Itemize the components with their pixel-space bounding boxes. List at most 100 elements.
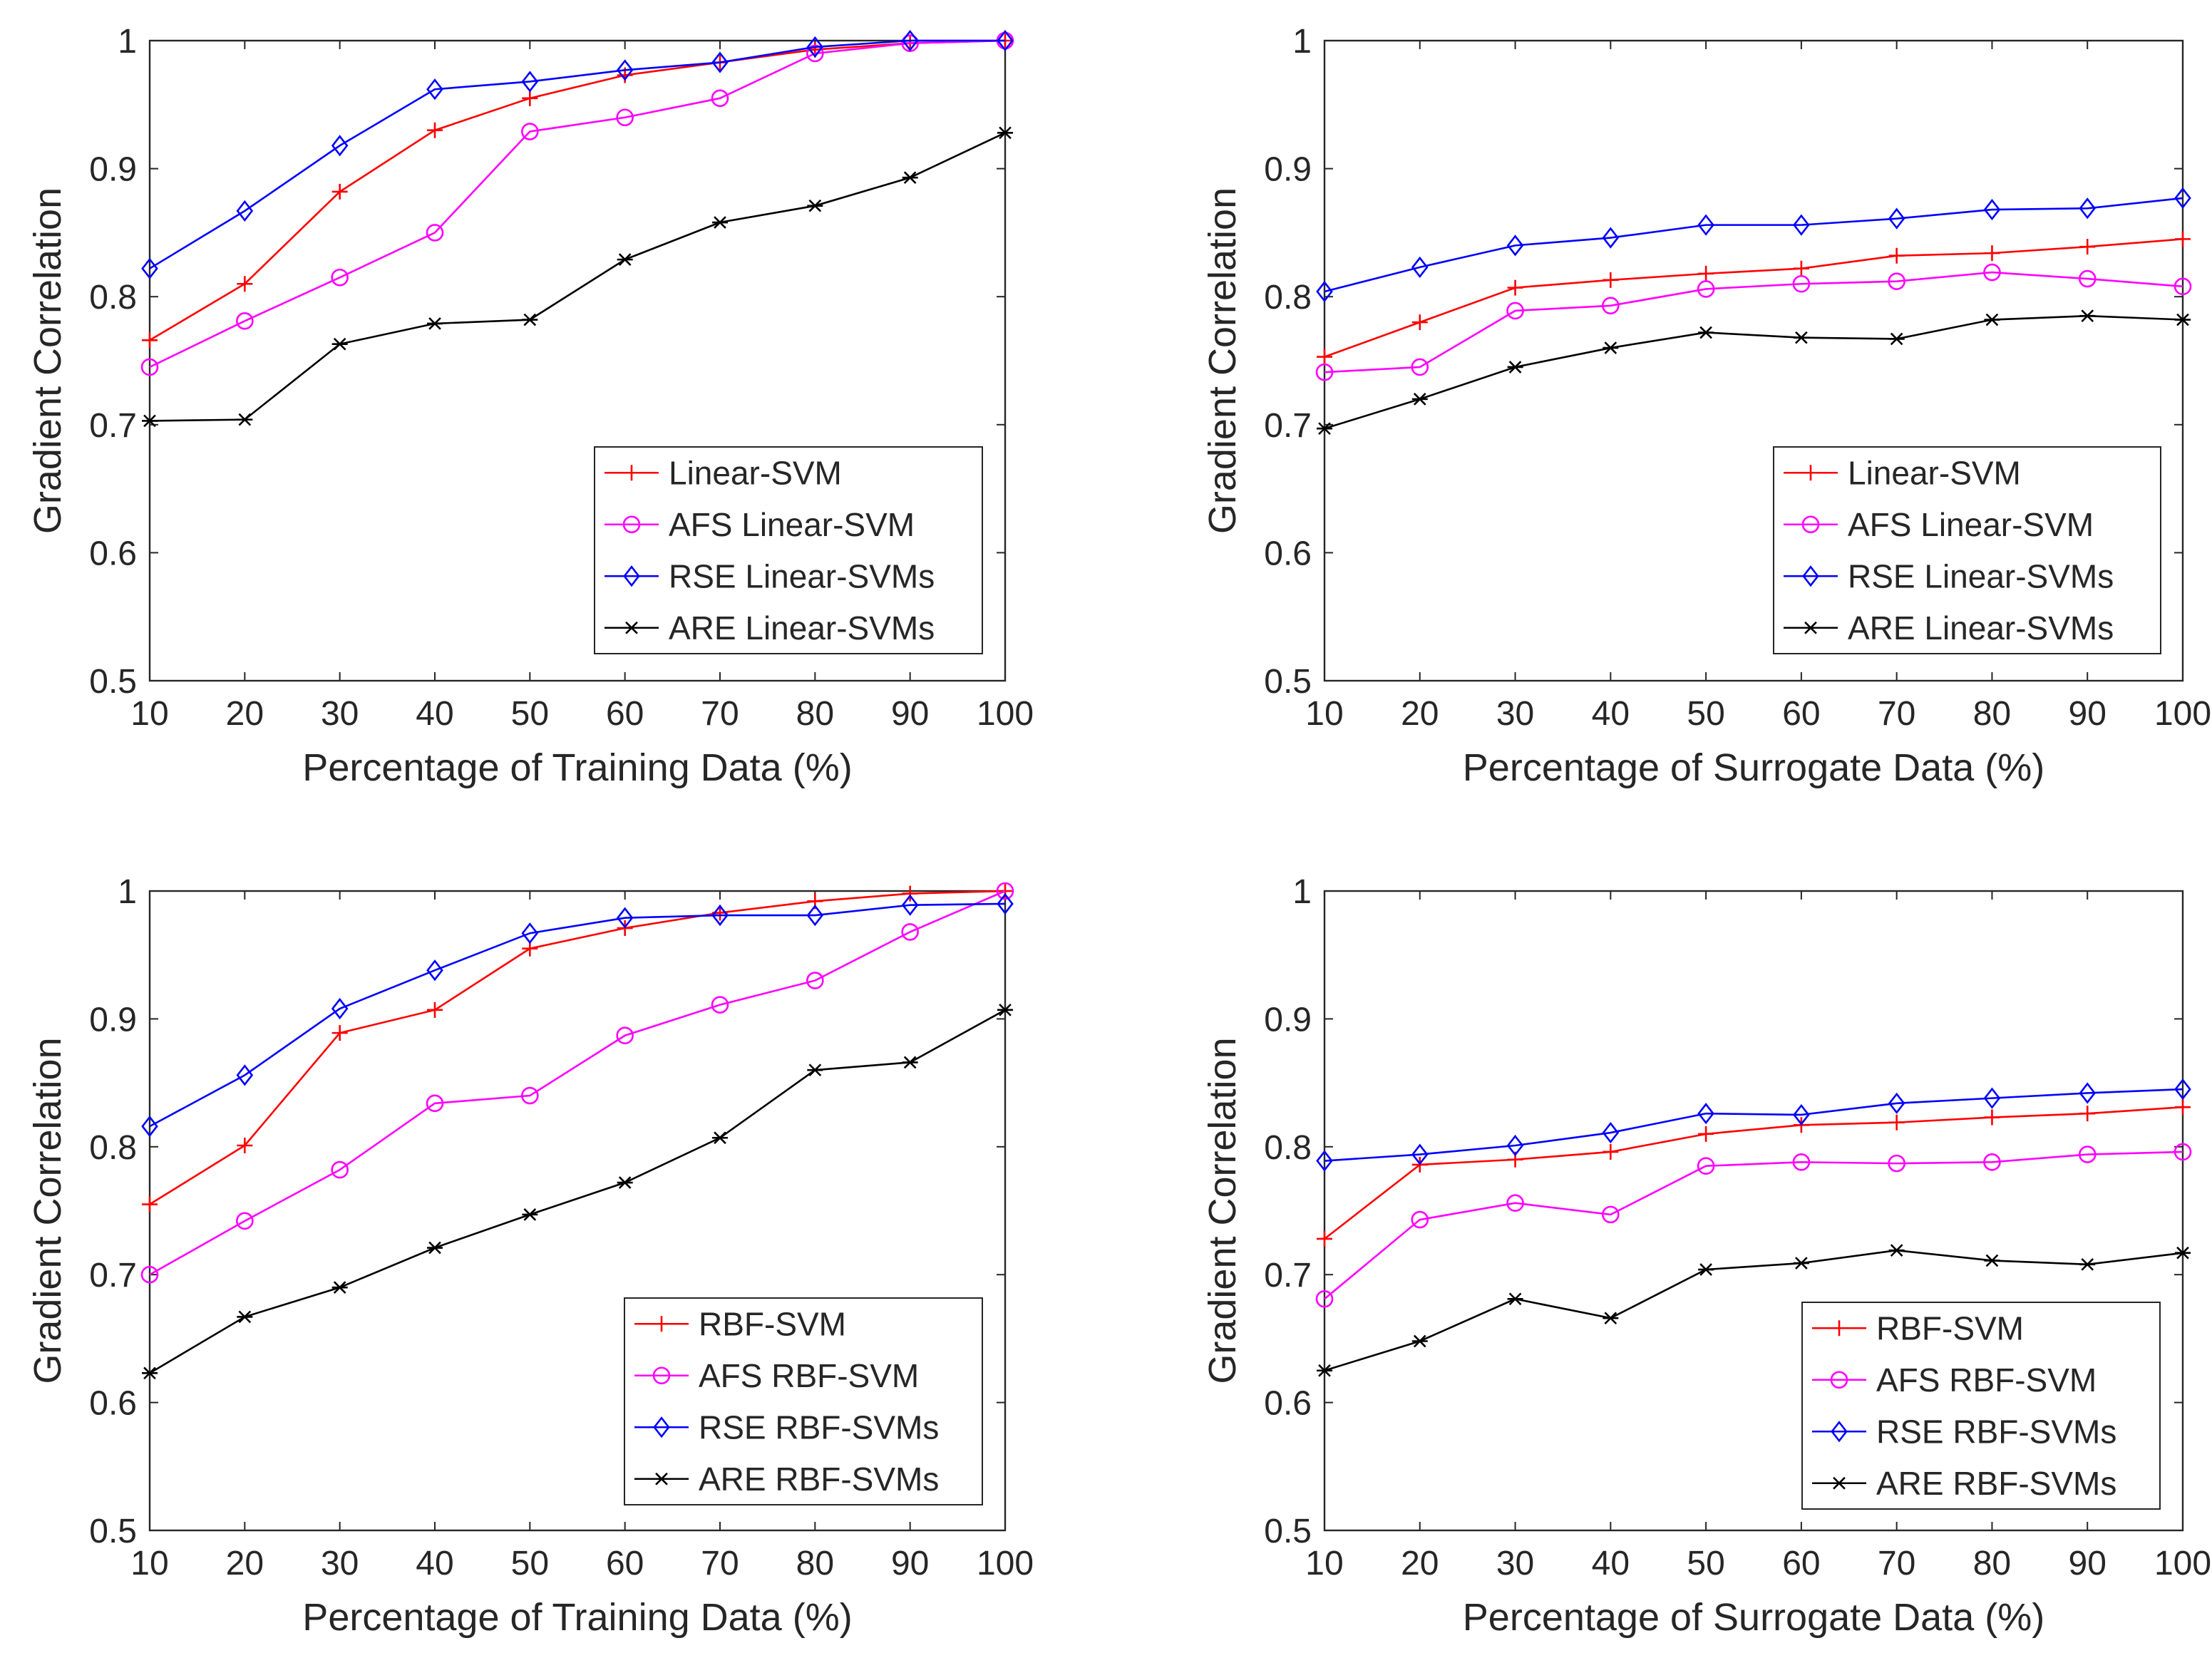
data-point (806, 904, 824, 927)
data-point (1698, 326, 1714, 339)
data-point (1316, 280, 1333, 303)
data-point (616, 59, 634, 81)
x-tick-label: 60 (606, 1545, 644, 1582)
chart-panel-4: 10 20 30 40 50 60 70 80 90 100 0.5 0.6 0.7 0.8 0.9 1 Per… (1201, 873, 2211, 1639)
series-line (149, 132, 1006, 422)
series-linear-svm (1317, 231, 2191, 365)
x-tick-label: 100 (2154, 695, 2211, 733)
legend-box (1801, 1302, 2161, 1510)
data-point (1983, 1087, 2001, 1109)
y-tick-label: 1 (1292, 23, 1312, 61)
data-point (1602, 1205, 1620, 1224)
data-point (1411, 1143, 1429, 1165)
data-point (1793, 260, 1809, 277)
legend-label: AFS Linear-SVM (669, 506, 915, 543)
legend-marker (1803, 621, 1819, 634)
y-tick-label: 0.9 (89, 1001, 137, 1039)
x-tick-label: 80 (1973, 1545, 2011, 1582)
series-line (1324, 314, 2183, 430)
data-point (427, 122, 443, 138)
data-point (2078, 269, 2097, 288)
x-axis-label: Percentage of Training Data (%) (302, 746, 852, 789)
data-point (521, 1086, 539, 1105)
series-are-linear-svms (142, 126, 1013, 428)
legend-label: RSE Linear-SVMs (669, 557, 935, 594)
y-tick-label: 0.7 (89, 1257, 137, 1294)
data-point (331, 183, 348, 200)
data-point (997, 29, 1014, 52)
x-tick-label: 40 (1592, 695, 1630, 733)
data-point (142, 332, 158, 349)
data-point (1603, 1312, 1619, 1325)
x-tick-label: 30 (1496, 1545, 1534, 1582)
legend-marker (624, 465, 639, 481)
data-point (2079, 1082, 2097, 1104)
y-tick-label: 0.5 (89, 1513, 137, 1550)
x-tick-label: 20 (1401, 695, 1439, 733)
data-point (902, 171, 918, 185)
data-point (1888, 272, 1905, 290)
x-tick-label: 90 (891, 1545, 929, 1582)
data-point (236, 1064, 254, 1086)
data-point (1983, 198, 2001, 221)
x-tick-label: 100 (977, 695, 1034, 733)
legend-marker (654, 1316, 669, 1332)
y-tick-label: 0.6 (89, 535, 137, 572)
legend-marker (1831, 1476, 1847, 1490)
data-point (331, 268, 349, 287)
x-tick-label: 70 (1878, 695, 1915, 733)
data-point (806, 972, 824, 989)
data-point (1792, 1153, 1811, 1171)
x-tick-label: 60 (606, 695, 644, 733)
data-point (1888, 1114, 1905, 1131)
data-point (1411, 358, 1429, 376)
x-tick-label: 50 (1687, 1545, 1724, 1582)
data-point (1411, 1334, 1428, 1348)
data-point (712, 216, 728, 229)
legend-marker (623, 565, 640, 587)
data-point (1506, 235, 1524, 257)
y-tick-label: 1 (118, 23, 137, 61)
data-point (901, 29, 919, 52)
x-tick-label: 80 (796, 695, 834, 733)
data-point (1316, 1150, 1333, 1172)
data-point (142, 1196, 158, 1212)
y-tick-label: 0.7 (89, 407, 137, 445)
x-tick-label: 100 (2154, 1545, 2211, 1582)
x-tick-label: 20 (1401, 1545, 1439, 1582)
data-point (237, 1310, 253, 1324)
series-line (149, 902, 1006, 1128)
data-point (1698, 1126, 1714, 1142)
legend: RBF-SVM AFS RBF-SVM RSE RBF-SVMs ARE RBF-SV… (624, 1297, 983, 1505)
legend-marker (624, 621, 639, 634)
data-point (712, 1131, 728, 1145)
data-point (521, 71, 539, 93)
data-point (1506, 302, 1524, 320)
x-tick-label: 50 (511, 1545, 549, 1582)
data-point (616, 108, 634, 127)
x-tick-label: 60 (1782, 695, 1820, 733)
data-point (1888, 1244, 1905, 1257)
data-point (2079, 309, 2096, 322)
series-line (1324, 1088, 2183, 1162)
y-tick-label: 0.9 (89, 151, 137, 189)
data-point (1506, 1194, 1524, 1212)
x-tick-label: 30 (321, 695, 359, 733)
series-afs-linear-svm (1315, 263, 2192, 381)
data-point (1698, 265, 1714, 282)
series-line (149, 39, 1006, 369)
data-point (142, 1366, 158, 1380)
series-line (149, 39, 1005, 269)
x-tick-label: 90 (891, 695, 929, 733)
legend-box (624, 1297, 983, 1505)
legend-label: ARE RBF-SVMs (699, 1461, 939, 1498)
data-point (522, 90, 538, 106)
data-point (806, 44, 824, 63)
series-are-rbf-svms (1317, 1244, 2191, 1377)
data-point (1888, 1154, 1905, 1173)
series-line (149, 39, 1006, 341)
data-point (1603, 272, 1619, 288)
data-point (426, 224, 444, 242)
data-point (2175, 313, 2191, 326)
